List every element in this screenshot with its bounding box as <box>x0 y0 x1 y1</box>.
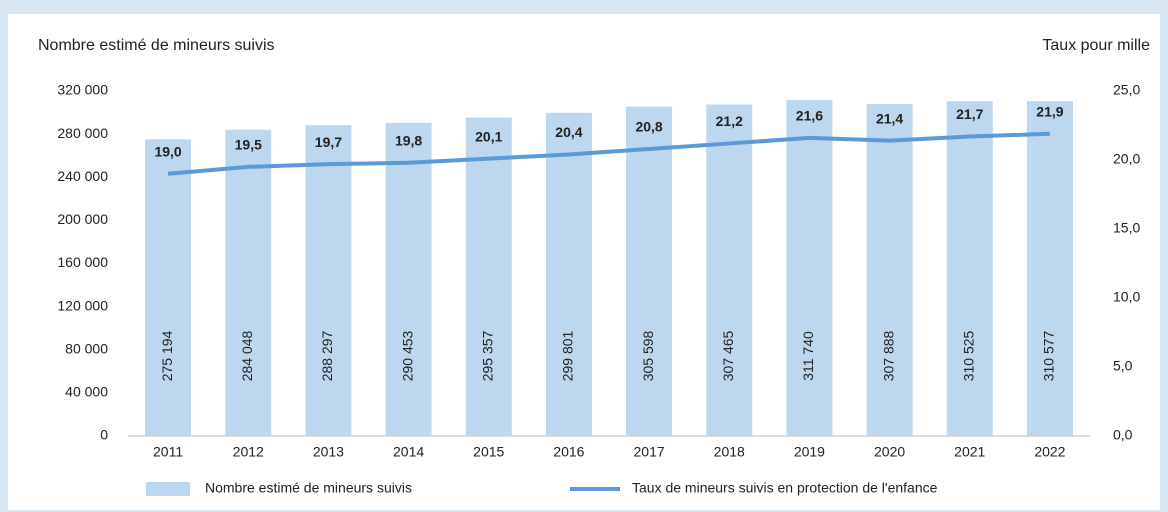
line-label: 21,7 <box>956 106 983 122</box>
y2-tick-label: 10,0 <box>1113 289 1140 305</box>
bar-label: 284 048 <box>239 330 255 381</box>
x-tick-label: 2012 <box>233 444 264 460</box>
legend-label: Nombre estimé de mineurs suivis <box>205 480 412 496</box>
line-label: 20,8 <box>635 119 662 135</box>
y2-tick-label: 0,0 <box>1113 427 1133 443</box>
y2-axis-title: Taux pour mille <box>1042 37 1150 54</box>
line <box>167 131 1050 176</box>
y-axis-title: Nombre estimé de mineurs suivis <box>38 37 275 54</box>
line-label: 21,2 <box>716 113 743 129</box>
line-label: 20,1 <box>475 128 502 144</box>
bar <box>1026 101 1073 436</box>
bar <box>866 104 913 436</box>
bar <box>305 125 352 436</box>
bar <box>946 101 993 436</box>
bar <box>465 117 512 436</box>
y2-tick-label: 25,0 <box>1113 82 1140 98</box>
line-label: 21,4 <box>876 110 903 126</box>
x-tick-label: 2018 <box>714 444 745 460</box>
x-tick-label: 2020 <box>874 444 905 460</box>
bar <box>545 112 592 437</box>
bar-label: 311 740 <box>800 331 816 381</box>
y2-tick-label: 20,0 <box>1113 151 1140 167</box>
bar-label: 299 801 <box>560 330 576 381</box>
y-tick-label: 160 000 <box>57 254 108 270</box>
x-tick-label: 2014 <box>393 444 424 460</box>
x-tick-label: 2016 <box>553 444 584 460</box>
bar-label: 295 357 <box>479 330 495 381</box>
line-label: 21,9 <box>1036 103 1063 119</box>
y-tick-label: 120 000 <box>57 297 108 313</box>
legend-label: Taux de mineurs suivis en protection de … <box>632 480 938 496</box>
x-tick-label: 2015 <box>473 444 504 460</box>
x-tick-label: 2017 <box>634 444 665 460</box>
y-tick-label: 0 <box>100 427 108 443</box>
y-tick-label: 80 000 <box>65 340 108 356</box>
x-tick-label: 2021 <box>954 444 985 460</box>
bar <box>706 104 753 437</box>
line-label: 20,4 <box>555 124 582 140</box>
bar <box>225 129 272 437</box>
y-tick-label: 40 000 <box>65 384 108 400</box>
line-label: 19,7 <box>315 134 342 150</box>
legend-swatch <box>146 482 190 496</box>
line-label: 19,0 <box>154 144 181 160</box>
y2-tick-label: 5,0 <box>1113 358 1133 374</box>
y-tick-label: 200 000 <box>57 211 108 227</box>
bar-label: 305 598 <box>640 330 656 381</box>
y2-tick-label: 15,0 <box>1113 220 1140 236</box>
line-label: 21,6 <box>796 108 823 124</box>
bar-label: 288 297 <box>319 330 335 381</box>
line-label: 19,8 <box>395 132 422 148</box>
x-tick-label: 2011 <box>153 444 183 460</box>
x-tick-label: 2013 <box>313 444 344 460</box>
bar-label: 310 525 <box>960 330 976 381</box>
x-tick-label: 2022 <box>1034 444 1065 460</box>
bar <box>145 139 192 437</box>
bar-label: 275 194 <box>159 330 175 381</box>
x-tick-label: 2019 <box>794 444 825 460</box>
bar-label: 290 453 <box>399 330 415 381</box>
bar-label: 307 465 <box>720 330 736 381</box>
bar-label: 307 888 <box>880 330 896 381</box>
bar <box>786 99 833 437</box>
line-label: 19,5 <box>235 137 262 153</box>
y-tick-label: 240 000 <box>57 168 108 184</box>
y-tick-label: 320 000 <box>57 82 108 98</box>
y-tick-label: 280 000 <box>57 125 108 141</box>
bar-label: 310 577 <box>1041 330 1057 381</box>
bar <box>626 106 673 436</box>
bar <box>385 122 432 437</box>
